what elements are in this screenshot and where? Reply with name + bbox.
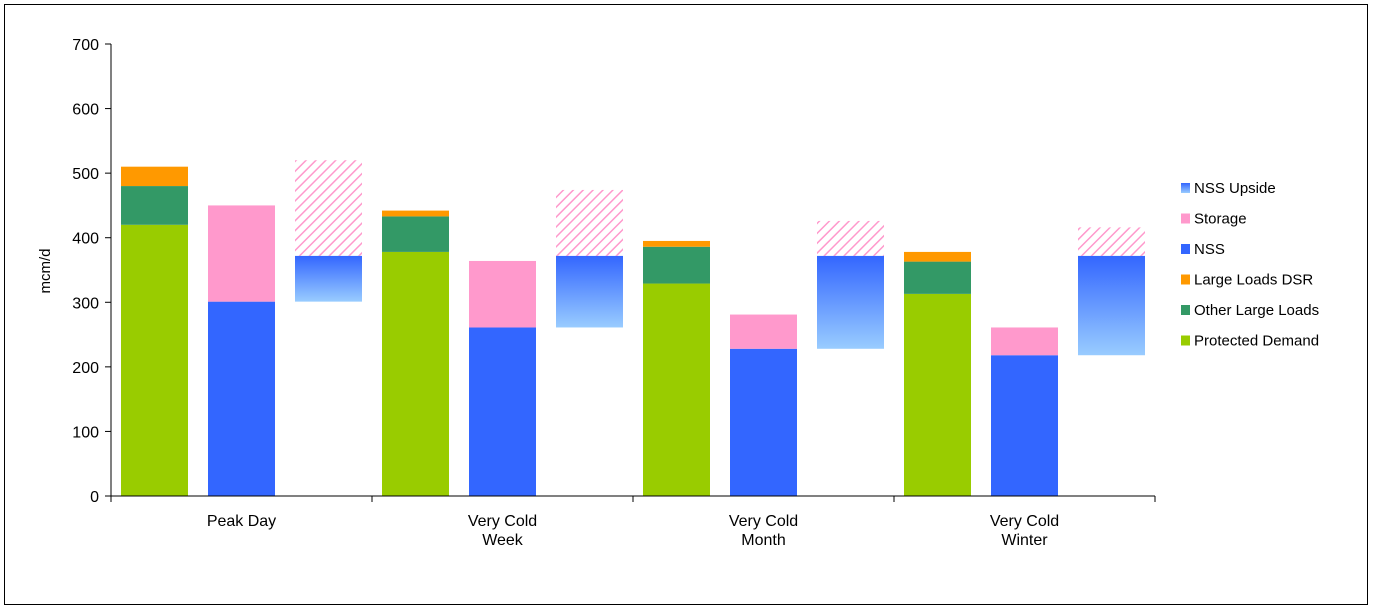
legend-label: NSS (1194, 241, 1225, 258)
legend-label: Storage (1194, 211, 1247, 228)
y-tick-label: 100 (72, 424, 99, 441)
bar-hatched-range (1078, 227, 1145, 256)
legend-swatch (1181, 305, 1190, 315)
legend-swatch (1181, 244, 1190, 254)
bar-hatched-range (556, 189, 623, 256)
legend-label: NSS Upside (1194, 180, 1276, 197)
x-tick-label: Very Cold Week (468, 513, 537, 549)
bar-protected-demand (382, 251, 449, 496)
bar-nss (730, 348, 797, 496)
x-tick-label: Peak Day (207, 513, 276, 530)
y-tick-label: 0 (90, 489, 99, 506)
y-tick-label: 600 (72, 102, 99, 119)
bar-other-large-loads (904, 261, 971, 294)
y-tick-label: 700 (72, 37, 99, 54)
bar-nss-upside (1078, 255, 1145, 356)
bar-nss (991, 355, 1058, 496)
bar-nss-upside (556, 255, 623, 328)
y-tick-label: 200 (72, 360, 99, 377)
x-axis-labels: Peak Day Very Cold Week Very Cold Month Very … (207, 513, 1059, 549)
bar-protected-demand (904, 293, 971, 496)
bar-other-large-loads (121, 186, 188, 225)
bar-other-large-loads (643, 246, 710, 284)
x-tick-label: Very Cold Month (729, 513, 798, 549)
legend-label: Protected Demand (1194, 333, 1319, 350)
x-tick-label: Very Cold Winter (990, 513, 1059, 549)
bar-other-large-loads (382, 216, 449, 252)
bar-nss-upside (295, 255, 362, 302)
legend-swatch (1181, 213, 1190, 224)
y-tick-label: 300 (72, 295, 99, 312)
legend-swatch (1181, 335, 1190, 346)
y-tick-label: 400 (72, 231, 99, 248)
bar-storage (208, 205, 275, 302)
bar-protected-demand (121, 224, 188, 497)
bar-storage (469, 260, 536, 328)
legend-swatch (1181, 274, 1190, 285)
bar-nss (469, 327, 536, 496)
bar-nss (208, 301, 275, 496)
bar-protected-demand (643, 283, 710, 496)
bar-large-loads-dsr (643, 240, 710, 247)
bar-storage (730, 314, 797, 349)
legend-label: Large Loads DSR (1194, 272, 1313, 289)
bars-layer (121, 160, 1145, 497)
bar-hatched-range (295, 160, 362, 256)
legend: NSS Upside Storage NSS Large Loads DSR Other… (1181, 180, 1319, 350)
y-tick-label: 500 (72, 166, 99, 183)
bar-large-loads-dsr (904, 251, 971, 262)
bar-storage (991, 327, 1058, 356)
bar-large-loads-dsr (382, 210, 449, 217)
legend-swatch (1181, 183, 1190, 193)
y-axis: 0 100 200 300 400 500 600 700 (72, 37, 111, 506)
bar-nss-upside (817, 255, 884, 349)
bar-hatched-range (817, 220, 884, 256)
axes-layer (110, 44, 1156, 502)
bar-large-loads-dsr (121, 166, 188, 187)
y-axis-label: mcm/d (37, 249, 54, 294)
legend-label: Other Large Loads (1194, 302, 1319, 319)
